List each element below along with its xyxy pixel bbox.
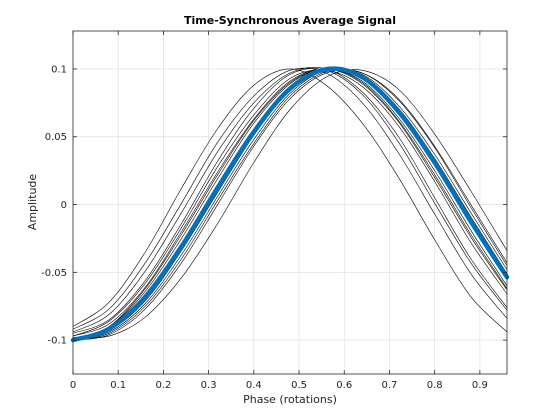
y-tick-label: 0.05 [45,132,67,143]
average-series-group [70,66,510,343]
rotation-signal-line [72,67,508,333]
rotation-signal-line [72,68,508,341]
rotation-signal-line [72,68,508,340]
average-signal-line [70,66,510,343]
tick-marks [72,31,507,374]
y-tick-label: -0.05 [41,268,67,279]
rotation-signal-line [72,69,508,341]
x-tick-labels: 0 0.1 0.2 0.3 0.4 0.5 0.6 0.7 0.8 0.9 [70,380,488,391]
x-tick-label: 0.5 [291,380,307,391]
chart-title: Time-Synchronous Average Signal [184,14,396,27]
overlay-series-group [72,67,508,341]
axes-box [72,30,508,375]
x-tick-label: 0 [70,380,76,391]
rotation-signal-line [72,68,508,341]
x-tick-label: 0.1 [110,380,126,391]
y-tick-label: 0 [61,200,67,211]
rotation-signal-line [72,69,508,337]
x-tick-label: 0.7 [382,380,398,391]
y-axis-label: Amplitude [26,174,39,231]
x-tick-label: 0.8 [427,380,443,391]
x-tick-label: 0.2 [155,380,171,391]
y-tick-label: 0.1 [51,64,67,75]
rotation-signal-line [72,68,508,340]
y-tick-label: -0.1 [47,336,67,347]
grid-lines [73,31,507,374]
rotation-signal-line [72,68,508,333]
x-tick-label: 0.4 [246,380,262,391]
rotation-signal-line [72,68,508,337]
rotation-signal-line [72,68,508,334]
rotation-signal-line [72,69,508,339]
x-axis-label: Phase (rotations) [243,393,337,406]
x-tick-label: 0.9 [472,380,488,391]
x-tick-label: 0.3 [201,380,217,391]
y-tick-labels: -0.1 -0.05 0 0.05 0.1 [41,64,67,346]
rotation-signal-line [72,67,508,330]
x-tick-label: 0.6 [336,380,352,391]
